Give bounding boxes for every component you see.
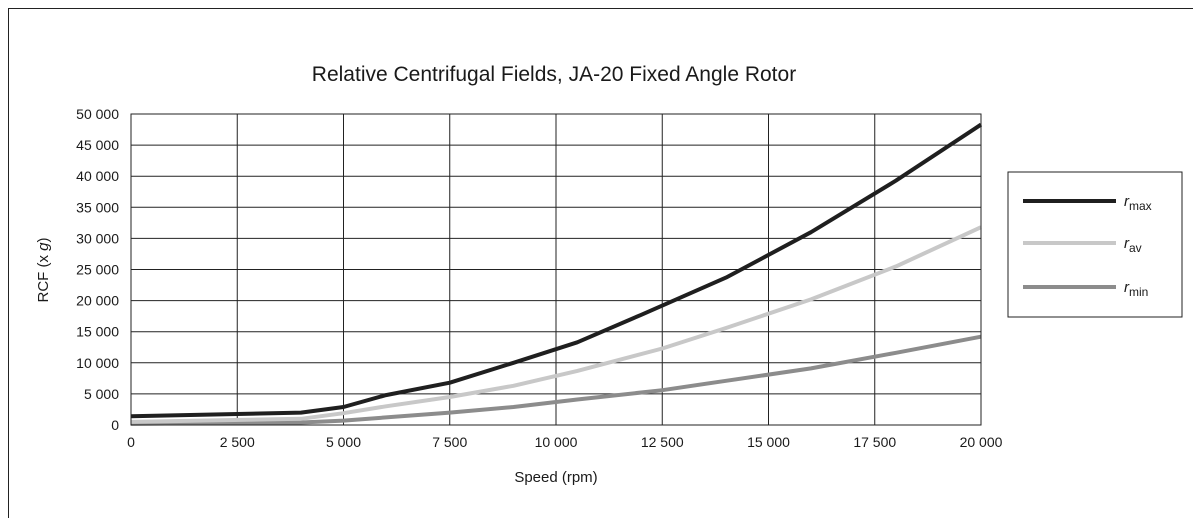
series-lines xyxy=(130,122,983,426)
y-tick-label: 45 000 xyxy=(76,137,119,153)
chart-frame xyxy=(8,8,1193,518)
y-tick-label: 25 000 xyxy=(76,262,119,278)
x-tick-labels: 0 2 500 5 000 7 500 10 000 12 500 15 000 17 500… xyxy=(127,434,1003,450)
series-line-r-av xyxy=(130,225,982,424)
chart-title: Relative Centrifugal Fields, JA-20 Fixed… xyxy=(312,63,796,86)
legend-label-r-max: rmax xyxy=(1124,193,1152,213)
y-tick-label: 50 000 xyxy=(76,106,119,122)
legend-label-r-av: rav xyxy=(1124,235,1142,255)
y-tick-label: 40 000 xyxy=(76,168,119,184)
legend-label-subscript: min xyxy=(1129,285,1148,299)
legend-label-main: r xyxy=(1124,193,1130,210)
legend-label-main: r xyxy=(1124,235,1130,252)
plot-border xyxy=(130,113,982,426)
legend-label-subscript: max xyxy=(1129,199,1152,213)
y-tick-label: 30 000 xyxy=(76,230,119,246)
y-tick-label: 10 000 xyxy=(76,355,119,371)
y-tick-label: 0 xyxy=(111,417,119,433)
x-tick-label: 5 000 xyxy=(326,434,361,450)
x-tick-label: 17 500 xyxy=(853,434,896,450)
x-tick-label: 12 500 xyxy=(641,434,684,450)
x-tick-label: 10 000 xyxy=(535,434,578,450)
x-axis-label: Speed (rpm) xyxy=(514,469,597,486)
x-tick-label: 7 500 xyxy=(432,434,467,450)
y-tick-label: 20 000 xyxy=(76,293,119,309)
y-tick-labels: 0 5 000 10 000 15 000 20 000 25 000 30 000 35 0… xyxy=(76,106,119,433)
y-tick-label: 15 000 xyxy=(76,324,119,340)
y-tick-label: 5 000 xyxy=(84,386,119,402)
y-axis-label-italic: g xyxy=(35,242,52,251)
legend-label-r-min: rmin xyxy=(1124,279,1148,299)
legend-label-subscript: av xyxy=(1129,241,1142,255)
x-tick-label: 15 000 xyxy=(747,434,790,450)
series-line-r-max xyxy=(130,122,983,419)
x-tick-label: 0 xyxy=(127,434,135,450)
y-axis-label-main: RCF (x xyxy=(35,251,52,303)
y-axis-label-end: ) xyxy=(35,237,52,242)
series-line-r-min xyxy=(130,334,982,426)
x-tick-label: 2 500 xyxy=(220,434,255,450)
x-tick-label: 20 000 xyxy=(960,434,1003,450)
y-tick-label: 35 000 xyxy=(76,199,119,215)
legend-label-main: r xyxy=(1124,279,1130,296)
y-axis-label: RCF (x g) xyxy=(35,237,52,302)
chart-grid xyxy=(130,113,982,426)
